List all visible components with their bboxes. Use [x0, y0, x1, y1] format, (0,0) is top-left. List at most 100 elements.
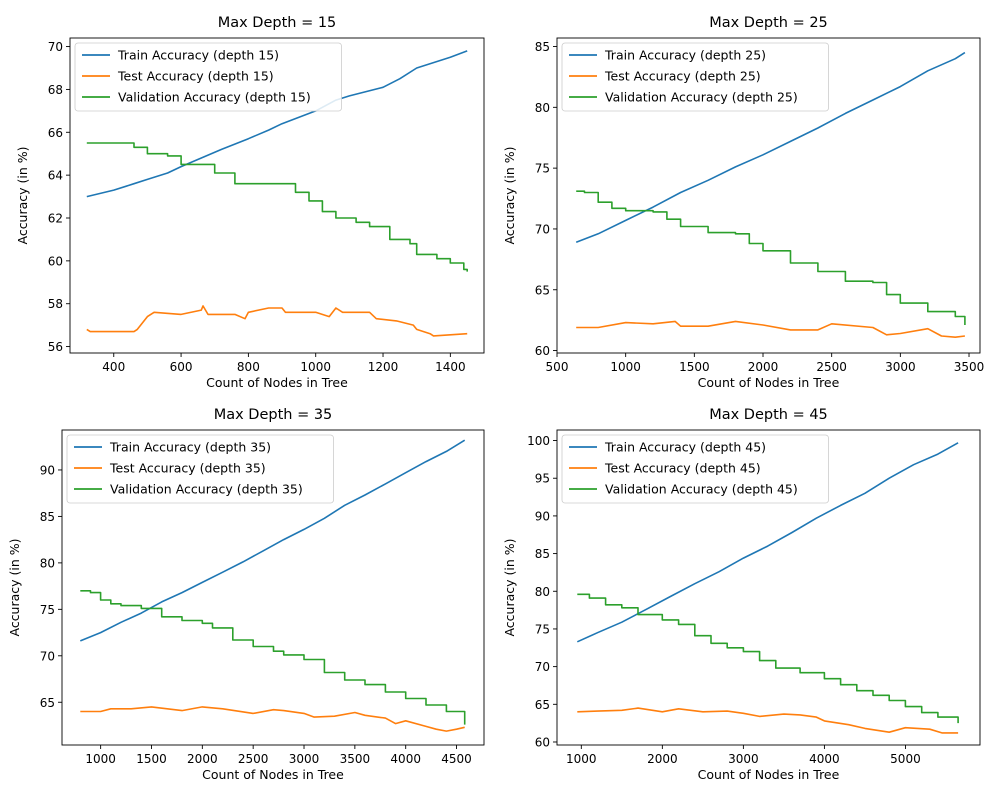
- chart-panel-2: 500 1000 1500 2000 2500 3000 3500 60 65 70 75 80 85 M…: [502, 15, 984, 390]
- y-tick-label: 85: [535, 547, 550, 561]
- legend-label-validation: Validation Accuracy (depth 15): [118, 90, 311, 105]
- x-tick-label: 3000: [885, 360, 916, 374]
- legend: Train Accuracy (depth 45) Test Accuracy (…: [561, 434, 829, 504]
- y-tick-label: 75: [40, 603, 55, 617]
- series-group: [79, 439, 466, 732]
- y-tick-label: 64: [48, 169, 63, 183]
- x-tick-label: 2500: [816, 360, 847, 374]
- x-axis-label: Count of Nodes in Tree: [698, 375, 840, 390]
- legend-label-validation: Validation Accuracy (depth 25): [605, 90, 798, 105]
- x-tick-label: 4000: [809, 752, 840, 766]
- y-tick-label: 62: [48, 212, 63, 226]
- x-tick-label: 800: [237, 360, 260, 374]
- x-tick-label: 1200: [368, 360, 399, 374]
- series-group: [576, 442, 959, 734]
- y-tick-label: 80: [40, 556, 55, 570]
- y-tick-label: 85: [535, 40, 550, 54]
- x-tick-label: 4500: [441, 752, 472, 766]
- y-tick-label: 56: [48, 340, 63, 354]
- series-line-test: [80, 706, 465, 732]
- x-tick-label: 3500: [340, 752, 371, 766]
- legend-label-validation: Validation Accuracy (depth 35): [110, 482, 303, 497]
- x-tick-label: 500: [546, 360, 569, 374]
- chart-title: Max Depth = 45: [709, 407, 828, 423]
- legend-label-train: Train Accuracy (depth 35): [109, 440, 271, 455]
- plot-frame: [556, 429, 981, 746]
- plot-frame: [556, 37, 981, 354]
- y-tick-label: 68: [48, 83, 63, 97]
- y-tick-label: 95: [535, 472, 550, 486]
- chart-panel-4: 1000 2000 3000 4000 5000 60 65 70 75 80 85 90 95 100 M…: [502, 407, 981, 782]
- x-tick-label: 2500: [238, 752, 269, 766]
- x-tick-label: 4000: [390, 752, 421, 766]
- legend: Train Accuracy (depth 25) Test Accuracy (…: [561, 42, 829, 112]
- x-tick-label: 3000: [289, 752, 320, 766]
- legend-box: [66, 434, 334, 504]
- x-tick-label: 2000: [647, 752, 678, 766]
- y-tick-label: 70: [40, 649, 55, 663]
- x-tick-label: 1500: [136, 752, 167, 766]
- x-tick-label: 2000: [748, 360, 779, 374]
- chart-panel-3: 1000 1500 2000 2500 3000 3500 4000 4500 65 70 75 80…: [7, 407, 485, 782]
- y-tick-label: 80: [535, 585, 550, 599]
- legend-box: [74, 42, 342, 112]
- series-line-train: [86, 50, 468, 198]
- series-group: [86, 50, 469, 337]
- legend-label-test: Test Accuracy (depth 45): [604, 461, 761, 476]
- y-tick-label: 70: [535, 222, 550, 236]
- chart-panel-1: 400 600 800 1000 1200 1400 56 58 60 62 64 66 68 70 Max…: [15, 15, 485, 390]
- legend-box: [561, 42, 829, 112]
- x-tick-label: 2000: [187, 752, 218, 766]
- y-tick-label: 85: [40, 510, 55, 524]
- plot-frame: [61, 429, 485, 746]
- y-tick-label: 70: [48, 40, 63, 54]
- y-tick-label: 75: [535, 162, 550, 176]
- legend-label-train: Train Accuracy (depth 45): [604, 440, 766, 455]
- chart-title: Max Depth = 35: [214, 407, 333, 423]
- legend-label-test: Test Accuracy (depth 35): [109, 461, 266, 476]
- legend-label-train: Train Accuracy (depth 25): [604, 48, 766, 63]
- y-tick-label: 65: [40, 696, 55, 710]
- x-tick-label: 5000: [890, 752, 921, 766]
- legend: Train Accuracy (depth 35) Test Accuracy (…: [66, 434, 334, 504]
- series-line-test: [576, 320, 965, 339]
- legend-label-validation: Validation Accuracy (depth 45): [605, 482, 798, 497]
- y-tick-label: 66: [48, 126, 63, 140]
- series-line-train: [575, 51, 966, 244]
- y-tick-label: 60: [535, 344, 550, 358]
- series-line-validation: [80, 589, 466, 725]
- legend-label-train: Train Accuracy (depth 15): [117, 48, 279, 63]
- x-tick-label: 1000: [610, 360, 641, 374]
- y-tick-label: 80: [535, 101, 550, 115]
- legend-label-test: Test Accuracy (depth 25): [604, 69, 761, 84]
- legend-label-test: Test Accuracy (depth 15): [117, 69, 274, 84]
- y-tick-label: 58: [48, 297, 63, 311]
- y-tick-label: 70: [535, 660, 550, 674]
- chart-title: Max Depth = 25: [709, 15, 828, 31]
- y-tick-label: 90: [535, 509, 550, 523]
- x-tick-label: 1500: [679, 360, 710, 374]
- y-axis-label: Accuracy (in %): [15, 146, 30, 244]
- y-axis-label: Accuracy (in %): [502, 538, 517, 636]
- series-line-test: [86, 305, 468, 337]
- series-group: [575, 51, 966, 339]
- x-tick-label: 600: [170, 360, 193, 374]
- y-tick-label: 60: [535, 735, 550, 749]
- legend-box: [561, 434, 829, 504]
- x-axis-label: Count of Nodes in Tree: [206, 375, 348, 390]
- x-tick-label: 1400: [435, 360, 466, 374]
- y-axis-label: Accuracy (in %): [7, 538, 22, 636]
- x-tick-label: 3000: [728, 752, 759, 766]
- x-tick-label: 1000: [300, 360, 331, 374]
- series-line-validation: [576, 190, 966, 325]
- chart-title: Max Depth = 15: [218, 15, 337, 31]
- x-tick-label: 1000: [566, 752, 597, 766]
- series-line-train: [79, 439, 466, 642]
- y-tick-label: 60: [48, 254, 63, 268]
- legend: Train Accuracy (depth 15) Test Accuracy (…: [74, 42, 342, 112]
- x-axis-label: Count of Nodes in Tree: [202, 767, 344, 782]
- y-tick-label: 65: [535, 698, 550, 712]
- x-tick-label: 1000: [85, 752, 116, 766]
